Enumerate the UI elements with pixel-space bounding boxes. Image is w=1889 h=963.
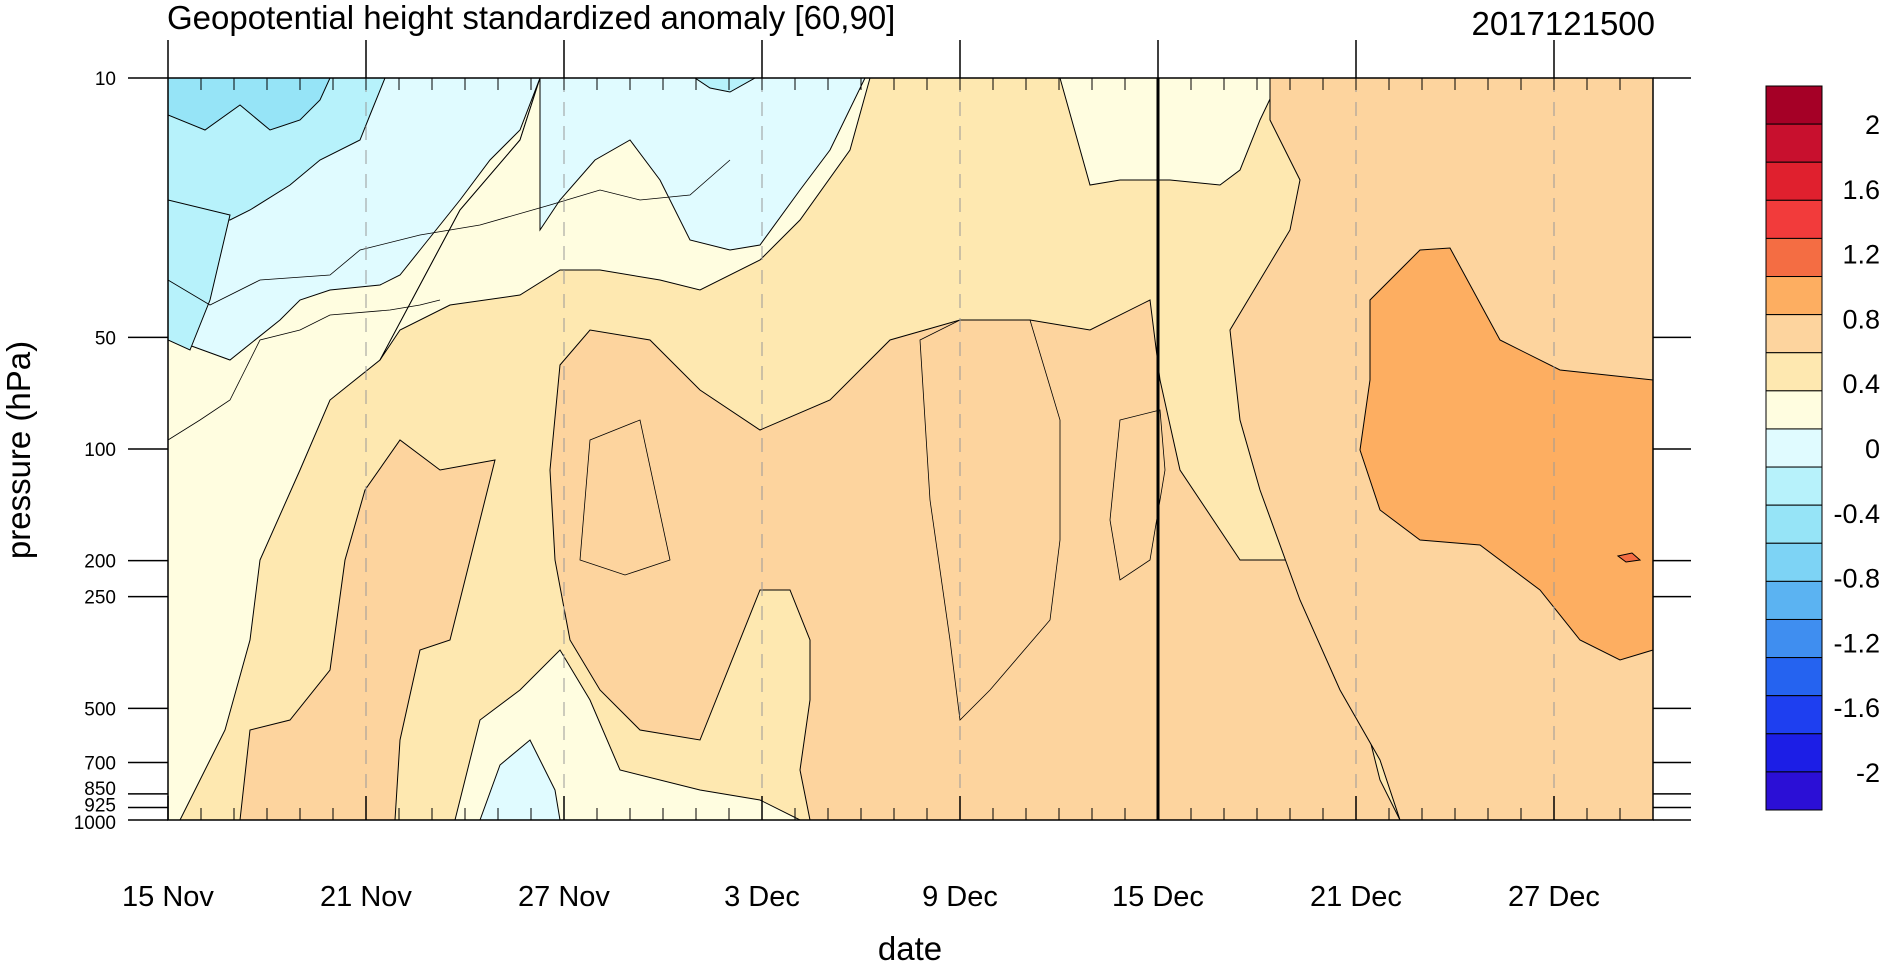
colorbar-label: 0.8 <box>1842 304 1880 334</box>
y-tick-label: 500 <box>84 699 116 720</box>
contour-line-e <box>168 299 441 441</box>
field-positive-strong <box>1359 247 1653 661</box>
x-tick-label: 27 Dec <box>1508 881 1600 913</box>
x-axis: 15 Nov 21 Nov 27 Nov 3 Dec 9 Dec 15 Dec 21 Dec… <box>122 40 1654 913</box>
x-tick-label: 21 Dec <box>1310 881 1402 913</box>
colorbar-label: 2 <box>1865 110 1880 140</box>
colorbar-label: -2 <box>1856 758 1880 788</box>
colorbar-box <box>1765 657 1823 697</box>
field-negative-cap <box>694 78 757 93</box>
colorbar-box <box>1765 237 1823 278</box>
y-tick-label: 200 <box>84 552 116 573</box>
contour-line-d <box>168 159 731 306</box>
contour-line-c <box>1109 409 1166 581</box>
colorbar-label: -0.8 <box>1833 564 1880 594</box>
vertical-gridlines <box>365 78 1555 820</box>
colorbar-box <box>1765 580 1823 620</box>
y-tick-label: 1000 <box>74 813 116 834</box>
colorbar-box <box>1765 733 1823 773</box>
x-axis-label: date <box>878 930 942 963</box>
colorbar-box <box>1765 390 1823 430</box>
colorbar-box <box>1765 352 1823 392</box>
colorbar-box <box>1765 771 1823 811</box>
colorbar-box <box>1765 123 1823 163</box>
contour-field <box>168 78 1653 820</box>
field-positive-spot <box>1616 552 1642 563</box>
x-tick-label: 3 Dec <box>724 881 800 913</box>
colorbar-box <box>1765 314 1823 354</box>
x-tick-label: 15 Dec <box>1112 881 1204 913</box>
chart-timestamp: 2017121500 <box>1471 5 1655 42</box>
y-tick-label: 700 <box>84 754 116 775</box>
chart-title: Geopotential height standardized anomaly… <box>167 0 895 36</box>
colorbar-box <box>1765 542 1823 582</box>
x-tick-label: 15 Nov <box>122 881 214 913</box>
colorbar-label: 1.6 <box>1842 175 1880 205</box>
x-tick-label: 27 Nov <box>518 881 610 913</box>
y-tick-label: 10 <box>95 69 116 90</box>
contour-line-b <box>919 319 1061 721</box>
colorbar-label: -1.2 <box>1833 628 1880 658</box>
colorbar-label: 0.4 <box>1842 369 1880 399</box>
field-positive-left <box>239 439 496 820</box>
field-negative-light-4 <box>479 739 561 820</box>
y-axis-label: pressure (hPa) <box>0 341 37 559</box>
colorbar-box <box>1765 428 1823 468</box>
colorbar-box <box>1765 618 1823 659</box>
colorbar-box <box>1765 504 1823 544</box>
colorbar-label: -1.6 <box>1833 693 1880 723</box>
contour-line-a <box>579 419 671 576</box>
colorbar-box <box>1765 161 1823 201</box>
field-negative-dark <box>168 78 331 131</box>
y-tick-label: 850 <box>84 779 116 800</box>
colorbar-box <box>1765 695 1823 735</box>
colorbar-box <box>1765 85 1823 125</box>
x-tick-label: 9 Dec <box>922 881 998 913</box>
colorbar-box <box>1765 466 1823 506</box>
colorbar-label: 1.2 <box>1842 240 1880 270</box>
colorbar-label: 0 <box>1865 434 1880 464</box>
x-tick-label: 21 Nov <box>320 881 412 913</box>
y-tick-label: 50 <box>95 328 116 349</box>
colorbar-box <box>1765 199 1823 239</box>
colorbar: 2 1.6 1.2 0.8 0.4 0 -0.4 -0.8 -1.2 -1.6 -2 <box>1765 85 1880 811</box>
y-tick-label: 925 <box>84 795 116 816</box>
colorbar-box <box>1765 276 1823 316</box>
y-tick-label: 250 <box>84 588 116 609</box>
colorbar-label: -0.4 <box>1833 499 1880 529</box>
field-negative-medium-2 <box>168 199 231 351</box>
y-tick-label: 100 <box>84 440 116 461</box>
field-negative-light-2 <box>539 78 866 251</box>
